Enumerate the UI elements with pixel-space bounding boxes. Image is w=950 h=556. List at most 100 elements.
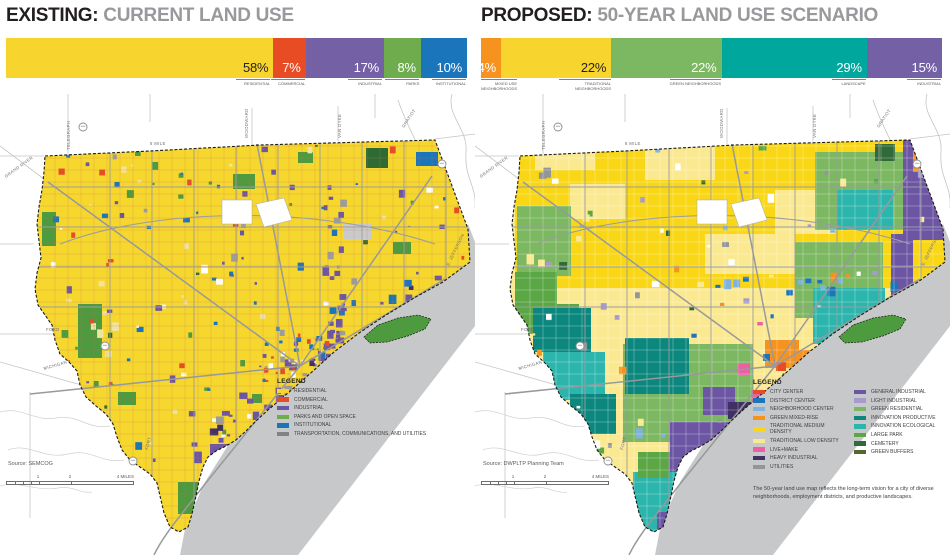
interstate-shield-icon bbox=[128, 456, 138, 466]
interstate-shield-icon bbox=[603, 456, 613, 466]
road-label-ford: FORD bbox=[521, 327, 535, 332]
existing-title: EXISTING: CURRENT LAND USE bbox=[6, 5, 294, 27]
legend-label: CITY CENTER bbox=[770, 389, 804, 395]
legend-label: TRADITIONAL MEDIUM DENSITY bbox=[770, 423, 825, 436]
scale-tick-1: 1 bbox=[511, 474, 515, 479]
legend-swatch bbox=[753, 427, 765, 432]
legend-row: HEAVY INDUSTRIAL bbox=[753, 455, 847, 461]
proposed-landuse-bar-chart: 4% 22% 22% 29% 15% MIXED USE NEIGHBORHOODS TR… bbox=[477, 38, 942, 92]
proposed-caption: The 50-year land use map reflects the lo… bbox=[753, 486, 934, 500]
legend-swatch bbox=[854, 415, 866, 421]
legend-row: LIGHT INDUSTRIAL bbox=[854, 398, 948, 404]
legend-swatch bbox=[854, 424, 866, 429]
bar-category-label: PARKS bbox=[383, 79, 420, 86]
bar-percent-value: 15% bbox=[911, 60, 938, 75]
bar-segment-green-neighborhoods: 22% bbox=[611, 38, 722, 78]
radial-avenue bbox=[774, 278, 921, 367]
legend-row: TRADITIONAL MEDIUM DENSITY bbox=[753, 423, 847, 435]
road-label-fort: FORT bbox=[144, 436, 152, 450]
legend-swatch bbox=[753, 398, 765, 403]
road-label-fort: FORT bbox=[619, 436, 627, 450]
belle-isle-park bbox=[838, 314, 907, 344]
proposed-source-note: Source: DWPLTP Planning Team bbox=[483, 461, 564, 467]
legend-row: TRANSPORTATION, COMMUNICATIONS, AND UTIL… bbox=[277, 431, 467, 437]
bar-segment-residential: 58% bbox=[6, 38, 274, 78]
legend-label: LIVE+MAKE bbox=[770, 446, 798, 453]
scale-tick-1: 1 bbox=[36, 474, 40, 479]
legend-row: GREEN MIXED-RISE bbox=[753, 415, 847, 421]
bar-percent-value: 22% bbox=[580, 60, 607, 75]
legend-swatch bbox=[277, 405, 289, 411]
legend-label: DISTRICT CENTER bbox=[770, 397, 815, 404]
legend-label: INSTITUTIONAL bbox=[294, 422, 332, 429]
legend-label: LIGHT INDUSTRIAL bbox=[871, 397, 917, 404]
legend-swatch bbox=[277, 388, 289, 394]
legend-label: INNOVATION ECOLOGICAL bbox=[871, 423, 936, 430]
radial-avenue bbox=[29, 365, 301, 395]
legend-swatch bbox=[854, 406, 866, 412]
legend-row: GENERAL INDUSTRIAL bbox=[854, 389, 948, 395]
legend-swatch bbox=[277, 431, 289, 437]
legend-swatch bbox=[753, 464, 765, 469]
existing-panel: EXISTING: CURRENT LAND USE 58% 7% 17% 8% 10%… bbox=[0, 5, 475, 555]
radial-avenue bbox=[299, 278, 446, 367]
bar-percent-value: 17% bbox=[353, 60, 380, 75]
bar-percent-value: 7% bbox=[282, 60, 301, 75]
road-label-ford: FORD bbox=[46, 327, 60, 332]
legend-swatch bbox=[753, 438, 765, 444]
road-label-telegraph: TELEGRAPH bbox=[66, 121, 71, 150]
legend-swatch bbox=[854, 398, 866, 403]
legend-label: UTILITIES bbox=[770, 463, 794, 470]
bar-category-label: COMMERCIAL bbox=[271, 79, 306, 86]
city-boundary bbox=[34, 139, 471, 533]
bar-category-label: LANDSCAPE bbox=[722, 79, 867, 92]
proposed-legend-col1: CITY CENTER DISTRICT CENTER NEIGHBORHOOD C… bbox=[753, 389, 847, 472]
road-label-grand_river: GRAND RIVER bbox=[479, 155, 509, 179]
legend-row: INSTITUTIONAL bbox=[277, 422, 467, 428]
legend-row: TRADITIONAL LOW DENSITY bbox=[753, 438, 847, 444]
road-label-michigan: MICHIGAN bbox=[43, 359, 68, 371]
legend-row: INNOVATION PRODUCTIVE bbox=[854, 415, 948, 421]
legend-swatch bbox=[277, 397, 289, 402]
radial-avenue bbox=[628, 483, 681, 555]
bar-segment-industrial: 15% bbox=[866, 38, 942, 78]
road-label-michigan: MICHIGAN bbox=[518, 359, 543, 371]
bar-percent-value: 29% bbox=[836, 60, 862, 75]
bar-segment-parks: 8% bbox=[384, 38, 421, 78]
radial-avenue bbox=[679, 365, 776, 485]
legend-label: PARKS AND OPEN SPACE bbox=[294, 413, 356, 420]
existing-scale-bar: 1 2 4 MILES bbox=[6, 474, 134, 485]
legend-row: GREEN BUFFERS bbox=[854, 449, 948, 455]
legend-row: GREEN RESIDENTIAL bbox=[854, 406, 948, 412]
road-label-eight_mile: 8 MILE bbox=[150, 141, 166, 146]
legend-row: NEIGHBORHOOD CENTER bbox=[753, 406, 847, 412]
enclave-highland-park bbox=[221, 199, 253, 225]
legend-swatch bbox=[753, 389, 765, 395]
legend-label: GREEN MIXED-RISE bbox=[770, 414, 819, 421]
legend-swatch bbox=[753, 406, 765, 412]
bar-category-label: GREEN NEIGHBORHOODS bbox=[669, 79, 721, 86]
bar-segment-industrial: 17% bbox=[305, 38, 384, 78]
bar-category-label: INDUSTRIAL bbox=[305, 79, 383, 86]
proposed-scale-bar: 1 2 4 MILES bbox=[481, 474, 609, 485]
bar-percent-value: 4% bbox=[477, 60, 497, 75]
road-label-grand_river: GRAND RIVER bbox=[4, 155, 34, 179]
bar-category-label: RESIDENTIAL bbox=[6, 79, 271, 86]
legend-row: LIVE+MAKE bbox=[753, 447, 847, 453]
belle-isle-park bbox=[363, 314, 432, 344]
legend-label: NEIGHBORHOOD CENTER bbox=[770, 406, 834, 413]
legend-label: INDUSTRIAL bbox=[294, 405, 324, 412]
existing-bar-category-labels: RESIDENTIAL COMMERCIAL INDUSTRIAL PARKS INST… bbox=[6, 79, 467, 86]
legend-swatch bbox=[854, 441, 866, 446]
legend-swatch bbox=[753, 455, 765, 461]
legend-row: COMMERCIAL bbox=[277, 397, 467, 403]
proposed-panel: PROPOSED: 50-YEAR LAND USE SCENARIO 4% 22… bbox=[475, 0, 950, 556]
enclave-hamtramck bbox=[730, 197, 768, 228]
existing-legend-title: LEGEND bbox=[277, 378, 306, 385]
road-label-telegraph: TELEGRAPH bbox=[541, 121, 546, 150]
legend-row: RESIDENTIAL bbox=[277, 388, 467, 394]
legend-label: GREEN BUFFERS bbox=[871, 449, 914, 456]
